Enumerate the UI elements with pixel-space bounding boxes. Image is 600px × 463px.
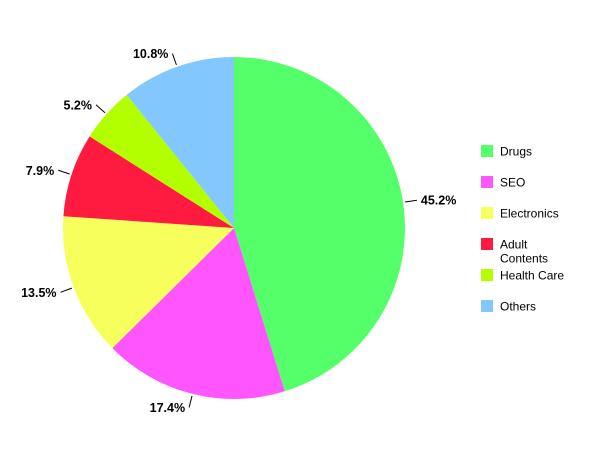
value-label-seo: 17.4% — [150, 401, 185, 415]
pie-slice-adult-contents — [63, 136, 234, 228]
pie-slice-drugs — [234, 57, 405, 392]
legend-item-electronics: Electronics — [481, 207, 559, 221]
legend-item-others: Others — [481, 300, 536, 314]
legend-swatch-health-care — [481, 269, 493, 281]
leader-line-health-care — [95, 104, 106, 114]
legend-label-seo: SEO — [500, 176, 525, 190]
legend-item-health-care: Health Care — [481, 269, 564, 283]
value-label-adult-contents: 7.9% — [26, 164, 55, 178]
legend-item-adult-contents: Adult Contents — [481, 238, 548, 266]
legend-swatch-seo — [481, 176, 493, 188]
legend-item-drugs: Drugs — [481, 145, 532, 159]
chart-legend: Drugs SEO Electronics Adult Contents Health C… — [481, 145, 564, 314]
leader-line-seo — [188, 395, 193, 408]
pie-leader-lines — [58, 53, 417, 408]
value-label-health-care: 5.2% — [64, 98, 93, 112]
legend-label-adult-contents: Adult Contents — [500, 238, 548, 266]
pie-slice-electronics — [63, 216, 234, 349]
legend-label-others: Others — [500, 300, 536, 314]
pie-slices — [63, 57, 405, 399]
legend-label-electronics: Electronics — [500, 207, 559, 221]
legend-item-seo: SEO — [481, 176, 525, 190]
legend-label-health-care: Health Care — [500, 269, 564, 283]
pie-value-labels: 45.2% 17.4% 13.5% 7.9% 5.2% 10.8% — [21, 47, 456, 415]
value-label-others: 10.8% — [133, 47, 168, 61]
leader-line-adult-contents — [58, 169, 70, 175]
value-label-electronics: 13.5% — [21, 286, 56, 300]
leader-line-others — [171, 53, 177, 66]
leader-line-drugs — [404, 199, 417, 203]
leader-line-electronics — [60, 287, 72, 293]
pie-slice-seo — [112, 228, 285, 399]
legend-swatch-adult-contents — [481, 238, 493, 250]
pie-slice-health-care — [89, 94, 235, 228]
pie-slice-others — [126, 57, 234, 228]
legend-label-drugs: Drugs — [500, 145, 532, 159]
legend-swatch-drugs — [481, 145, 493, 157]
value-label-drugs: 45.2% — [421, 194, 456, 208]
legend-swatch-others — [481, 300, 493, 312]
legend-swatch-electronics — [481, 207, 493, 219]
